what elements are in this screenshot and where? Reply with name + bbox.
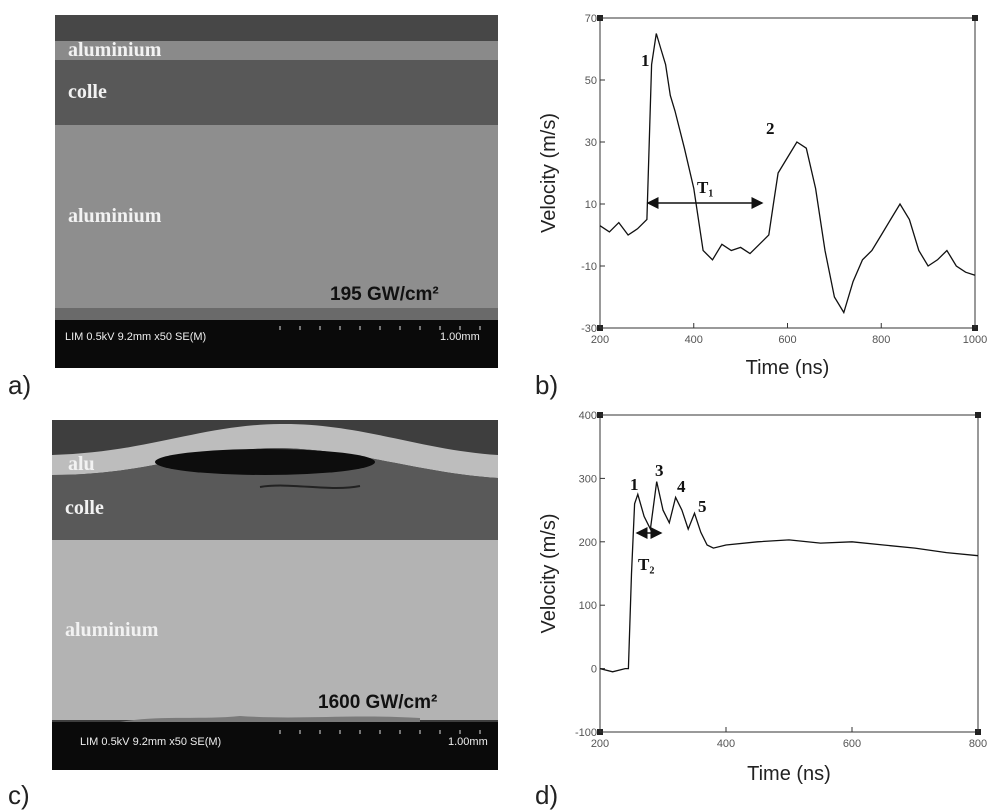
corner-marker [972, 15, 978, 21]
annotation: 4 [677, 477, 686, 496]
fluence: 1600 GW/cm² [318, 692, 437, 713]
scale-bar: 1.00mm [440, 331, 480, 343]
x-tick-label: 200 [591, 738, 609, 750]
x-axis-label: Time (ns) [747, 763, 831, 785]
data-line [599, 33, 976, 315]
sem-image: alu colle aluminium 1600 GW/cm² LIM 0.5k… [52, 420, 498, 770]
corner-marker [975, 412, 981, 418]
x-tick-label: 400 [685, 334, 703, 346]
y-tick-label: 200 [579, 537, 597, 549]
layer-label: aluminium [68, 205, 162, 227]
y-tick-label: -100 [575, 727, 597, 739]
plot-frame [599, 17, 976, 329]
scale-bar: 1.00mm [448, 736, 488, 748]
sem-image: aluminium colle aluminium 195 GW/cm² LIM… [55, 15, 498, 368]
panel-label: b) [535, 370, 558, 400]
y-axis-label: Velocity (m/s) [538, 113, 560, 233]
annotation: 2 [766, 119, 775, 138]
fluence: 195 GW/cm² [330, 284, 439, 305]
x-tick-label: 600 [843, 738, 861, 750]
y-tick-label: 50 [585, 75, 597, 87]
annotation: 1 [641, 51, 650, 70]
annotation: T₂ [638, 555, 654, 574]
panel-label: c) [8, 780, 30, 810]
y-axis-label: Velocity (m/s) [538, 513, 560, 633]
y-tick-label: 300 [579, 473, 597, 485]
x-axis-label: Time (ns) [746, 357, 830, 379]
plot-frame [599, 414, 979, 733]
y-tick-label: 400 [579, 410, 597, 422]
panel-label: a) [8, 370, 31, 400]
x-tick-label: 400 [717, 738, 735, 750]
y-tick-label: -10 [581, 261, 597, 273]
panel-label: d) [535, 780, 558, 810]
y-tick-label: 0 [591, 664, 597, 676]
x-tick-label: 200 [591, 334, 609, 346]
y-tick-label: 30 [585, 137, 597, 149]
x-tick-label: 600 [778, 334, 796, 346]
layer-label: alu [68, 453, 95, 475]
sem-info: LIM 0.5kV 9.2mm x50 SE(M) [80, 736, 221, 748]
annotation: 3 [655, 461, 664, 480]
annotation: T₁ [697, 178, 713, 197]
x-tick-label: 800 [872, 334, 890, 346]
y-tick-label: 70 [585, 13, 597, 25]
data-line [599, 481, 979, 673]
annotation: 5 [698, 497, 707, 516]
y-tick-label: 10 [585, 199, 597, 211]
annotation: 1 [630, 475, 639, 494]
layer-label: colle [68, 81, 107, 103]
layer-label: aluminium [65, 619, 159, 641]
y-tick-label: -30 [581, 323, 597, 335]
layer-label: colle [65, 497, 104, 519]
layer-label: aluminium [68, 39, 162, 61]
x-tick-label: 1000 [963, 334, 987, 346]
sem-info: LIM 0.5kV 9.2mm x50 SE(M) [65, 331, 206, 343]
x-tick-label: 800 [969, 738, 987, 750]
y-tick-label: 100 [579, 600, 597, 612]
